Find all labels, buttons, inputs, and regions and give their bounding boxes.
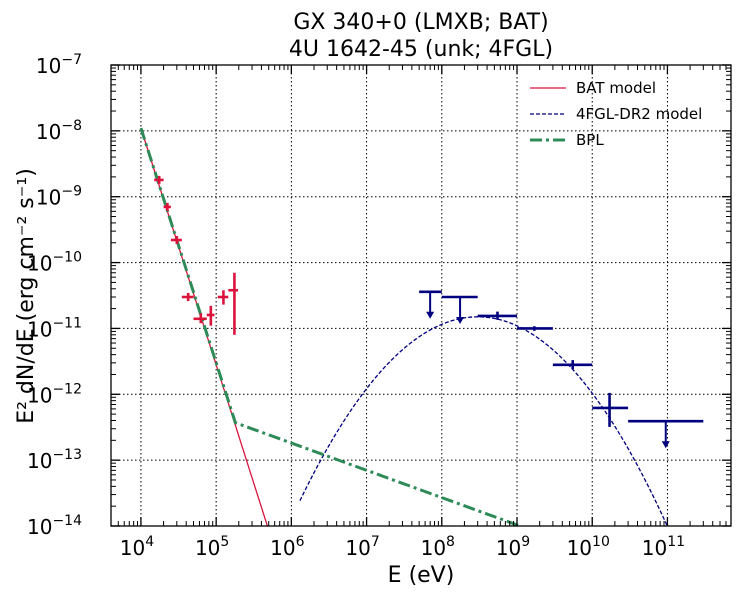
y-tick-label: 10−14 — [27, 513, 82, 539]
y-tick-label-exponent: −7 — [61, 52, 82, 68]
y-tick-label-exponent: −9 — [61, 184, 82, 200]
bat-data-point — [154, 175, 164, 184]
fgl-data-point — [552, 360, 593, 370]
legend-item: 4FGL-DR2 model — [530, 105, 702, 123]
x-tick-label-exponent: 6 — [296, 534, 305, 550]
y-tick-label: 10−9 — [36, 184, 82, 210]
bat-data-point — [181, 293, 194, 302]
legend-item: BPL — [530, 131, 604, 149]
y-tick-label: 10−13 — [27, 447, 82, 473]
x-tick-label-exponent: 11 — [667, 534, 685, 550]
x-tick-label: 104 — [120, 534, 154, 560]
bat-data-point — [206, 305, 215, 326]
fgl-model-line — [299, 316, 668, 526]
chart-title-line-2: 4U 1642-45 (unk; 4FGL) — [289, 37, 553, 62]
y-tick-label: 10−7 — [36, 52, 82, 78]
fgl-data-point-arrow-head — [661, 441, 670, 449]
fgl-data-point — [477, 311, 518, 320]
bat-data-point — [217, 290, 229, 305]
x-tick-label: 107 — [345, 534, 379, 560]
x-tick-label: 1011 — [642, 534, 685, 560]
x-tick-label-exponent: 8 — [446, 534, 455, 550]
x-tick-label-exponent: 10 — [592, 534, 610, 550]
legend-item: BAT model — [530, 79, 656, 97]
plot-frame — [110, 64, 732, 527]
x-tick-label-exponent: 7 — [371, 534, 380, 550]
axis-ticks — [111, 64, 731, 527]
fgl-data-point — [517, 326, 553, 331]
y-axis-label: E² dN/dE (erg cm⁻² s⁻¹) — [14, 168, 39, 424]
y-tick-label-exponent: −11 — [52, 315, 82, 331]
fgl-data-point — [419, 290, 442, 319]
x-tick-label-exponent: 5 — [220, 534, 229, 550]
tick-labels: 104 105 106 107 108 109 1010 101110−1410−1310−1… — [27, 52, 685, 560]
y-tick-label-exponent: −12 — [52, 381, 82, 397]
grid — [111, 65, 731, 526]
bat-data-point — [228, 272, 238, 335]
bat-data-point — [163, 202, 171, 211]
x-tick-label: 106 — [270, 534, 304, 560]
fgl-data-point-arrow-head — [426, 311, 435, 319]
x-tick-label: 108 — [421, 534, 455, 560]
x-tick-label: 1010 — [567, 534, 610, 560]
chart-title: GX 340+0 (LMXB; BAT) 4U 1642-45 (unk; 4F… — [289, 10, 553, 62]
data-points — [154, 175, 704, 449]
legend-label: BAT model — [576, 79, 656, 97]
y-tick-label-exponent: −10 — [52, 250, 82, 266]
y-tick-label-exponent: −14 — [52, 513, 82, 529]
bpl-model-line — [139, 127, 521, 526]
fgl-data-point — [628, 419, 704, 449]
x-tick-label-exponent: 9 — [521, 534, 530, 550]
x-tick-label: 105 — [195, 534, 229, 560]
legend: BAT model 4FGL-DR2 model BPL — [530, 79, 702, 149]
y-tick-label: 10−8 — [36, 118, 82, 144]
bat-data-point — [170, 236, 182, 245]
series — [139, 127, 668, 526]
legend-label: 4FGL-DR2 model — [576, 105, 702, 123]
x-tick-label: 109 — [496, 534, 530, 560]
x-axis-label: E (eV) — [388, 563, 455, 588]
y-tick-label-exponent: −13 — [52, 447, 82, 463]
chart-title-line-1: GX 340+0 (LMXB; BAT) — [293, 10, 548, 35]
y-tick-label-exponent: −8 — [61, 118, 82, 134]
x-tick-label-exponent: 4 — [145, 534, 154, 550]
fgl-data-point — [592, 392, 629, 427]
fgl-data-point-arrow-head — [456, 317, 465, 325]
fgl-data-point — [441, 295, 478, 325]
legend-label: BPL — [576, 131, 604, 149]
bat-data-point — [193, 313, 207, 324]
